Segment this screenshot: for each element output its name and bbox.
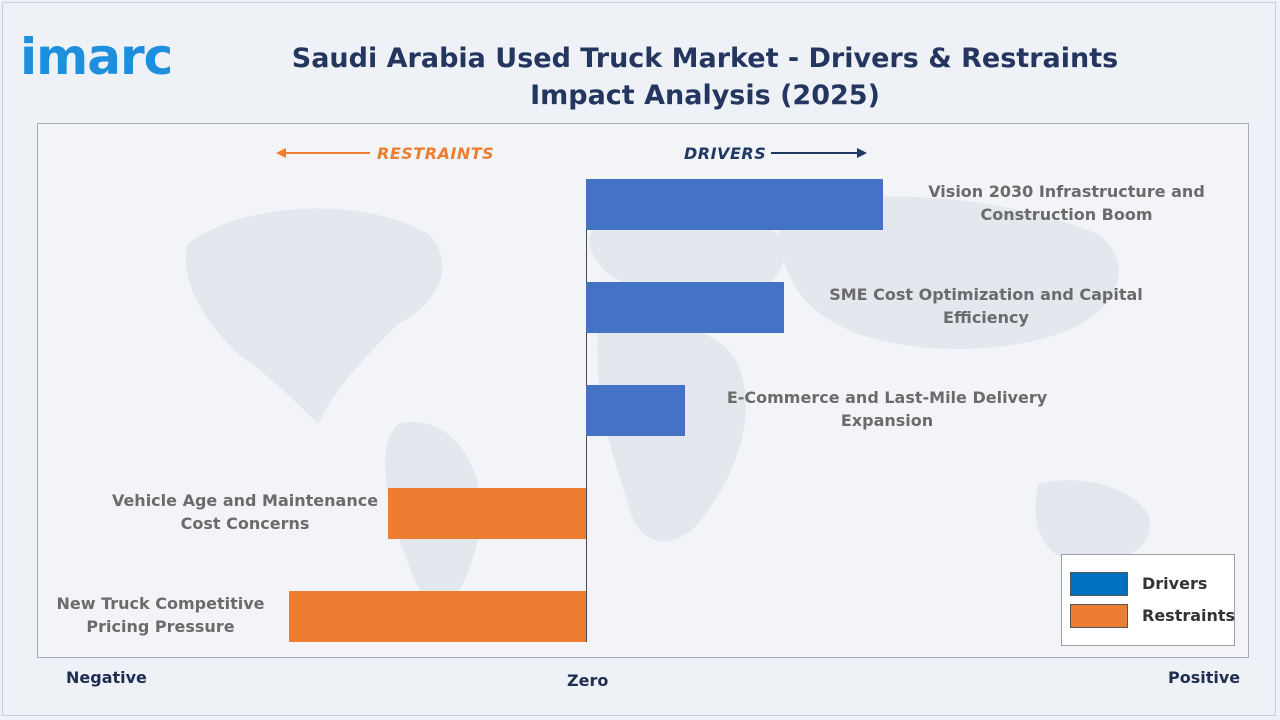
- legend-label-restraints: Restraints: [1142, 606, 1236, 625]
- restraints-arrow-line: [286, 152, 370, 154]
- bar-label-0: Vision 2030 Infrastructure and Construct…: [928, 181, 1205, 224]
- bar-label-2: E-Commerce and Last-Mile Delivery Expans…: [726, 387, 1048, 430]
- legend-item-restraints: Restraints: [1070, 604, 1235, 628]
- restraints-label: RESTRAINTS: [377, 144, 495, 163]
- legend-item-drivers: Drivers: [1070, 572, 1230, 596]
- restraints-arrow-head: [276, 148, 286, 158]
- bar-label-3: Vehicle Age and Maintenance Cost Concern…: [111, 490, 379, 533]
- legend: Drivers Restraints: [1061, 554, 1235, 646]
- bar-drivers-1: [586, 282, 784, 333]
- legend-swatch-drivers: [1070, 572, 1128, 596]
- bar-label-4: New Truck Competitive Pricing Pressure: [56, 593, 265, 636]
- chart-title: Saudi Arabia Used Truck Market - Drivers…: [291, 43, 1119, 111]
- bar-restraints-4: [289, 591, 586, 642]
- bar-label-1: SME Cost Optimization and Capital Effici…: [829, 284, 1143, 327]
- plot-area: Vision 2030 Infrastructure and Construct…: [37, 123, 1249, 658]
- axis-zero-label: Zero: [567, 671, 609, 690]
- bar-drivers-2: [586, 385, 685, 436]
- drivers-label: DRIVERS: [684, 144, 767, 163]
- legend-swatch-restraints: [1070, 604, 1128, 628]
- drivers-arrow-line: [771, 152, 857, 154]
- bar-drivers-0: [586, 179, 883, 230]
- imarc-logo: imarc: [20, 28, 173, 86]
- axis-negative-label: Negative: [66, 668, 147, 687]
- bar-restraints-3: [388, 488, 586, 539]
- axis-positive-label: Positive: [1168, 668, 1241, 687]
- legend-label-drivers: Drivers: [1142, 574, 1208, 593]
- drivers-arrow-head: [857, 148, 867, 158]
